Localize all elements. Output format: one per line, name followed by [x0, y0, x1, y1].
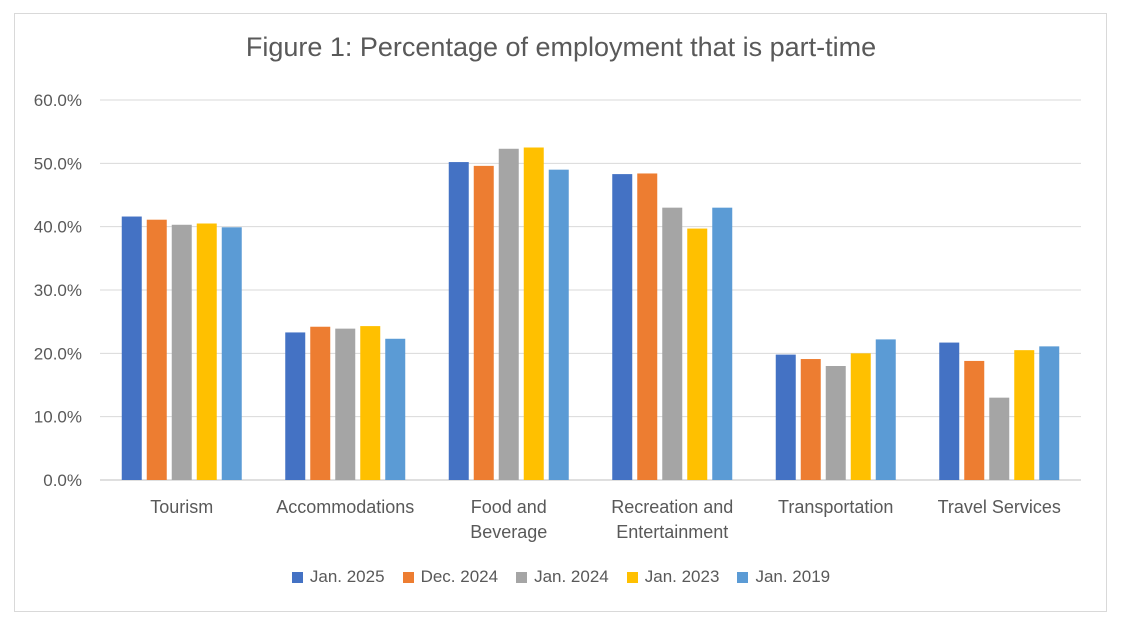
chart-title: Figure 1: Percentage of employment that …: [245, 32, 877, 62]
legend-item: Jan. 2023: [626, 567, 720, 587]
y-tick-label: 60.0%: [34, 91, 82, 110]
bar: [939, 342, 960, 480]
x-category-label: Tourism: [150, 497, 213, 517]
bar: [385, 338, 406, 480]
bar: [146, 219, 167, 480]
legend-item: Jan. 2019: [737, 567, 830, 587]
x-category-label: Entertainment: [616, 522, 728, 542]
bar: [121, 216, 142, 481]
legend-swatch: [291, 571, 303, 583]
bar: [548, 169, 569, 480]
x-category-label: Accommodations: [276, 497, 414, 517]
bar: [964, 360, 985, 480]
bar: [196, 223, 217, 480]
chart-legend: Jan. 2025 Dec. 2024 Jan. 2024 Jan. 2023 Jan.…: [0, 567, 1122, 587]
legend-label: Jan. 2025: [309, 567, 385, 586]
bar: [473, 165, 494, 480]
bar: [221, 227, 242, 480]
bar: [498, 148, 519, 480]
legend-item: Jan. 2025: [291, 567, 385, 587]
legend-label: Jan. 2024: [534, 567, 609, 586]
bar: [687, 228, 708, 480]
bar: [612, 174, 633, 480]
legend-label: Dec. 2024: [420, 567, 499, 586]
legend-label: Jan. 2019: [755, 567, 831, 586]
bar: [448, 162, 469, 481]
legend-swatch: [516, 571, 528, 583]
bar: [1039, 346, 1060, 480]
x-category-label: Travel Services: [938, 497, 1061, 517]
x-category-label: Transportation: [778, 497, 893, 517]
bar: [712, 207, 733, 480]
bar: [1014, 350, 1035, 480]
bar: [875, 339, 896, 480]
y-tick-label: 10.0%: [34, 408, 82, 427]
bar: [850, 353, 871, 480]
bar: [662, 207, 683, 480]
legend-swatch: [402, 571, 414, 583]
x-category-label: Recreation and: [611, 497, 733, 517]
bar: [335, 328, 356, 480]
legend-swatch: [737, 571, 749, 583]
bar: [523, 147, 544, 480]
bar: [825, 366, 846, 480]
legend-label: Jan. 2023: [644, 567, 720, 586]
bar: [310, 326, 331, 480]
y-tick-label: 50.0%: [34, 154, 82, 173]
y-tick-label: 0.0%: [43, 471, 82, 490]
legend-swatch: [626, 571, 638, 583]
y-tick-label: 40.0%: [34, 218, 82, 237]
y-tick-label: 20.0%: [34, 344, 82, 363]
y-tick-label: 30.0%: [34, 281, 82, 300]
bar: [989, 397, 1010, 480]
legend-item: Dec. 2024: [402, 567, 499, 587]
legend-item: Jan. 2024: [516, 567, 609, 587]
bar: [775, 354, 796, 480]
bar: [637, 173, 658, 480]
x-category-label: Beverage: [470, 522, 547, 542]
bar: [285, 332, 306, 480]
x-category-label: Food and: [471, 497, 547, 517]
bar: [800, 359, 821, 480]
bar: [171, 224, 192, 480]
bar: [360, 326, 381, 480]
